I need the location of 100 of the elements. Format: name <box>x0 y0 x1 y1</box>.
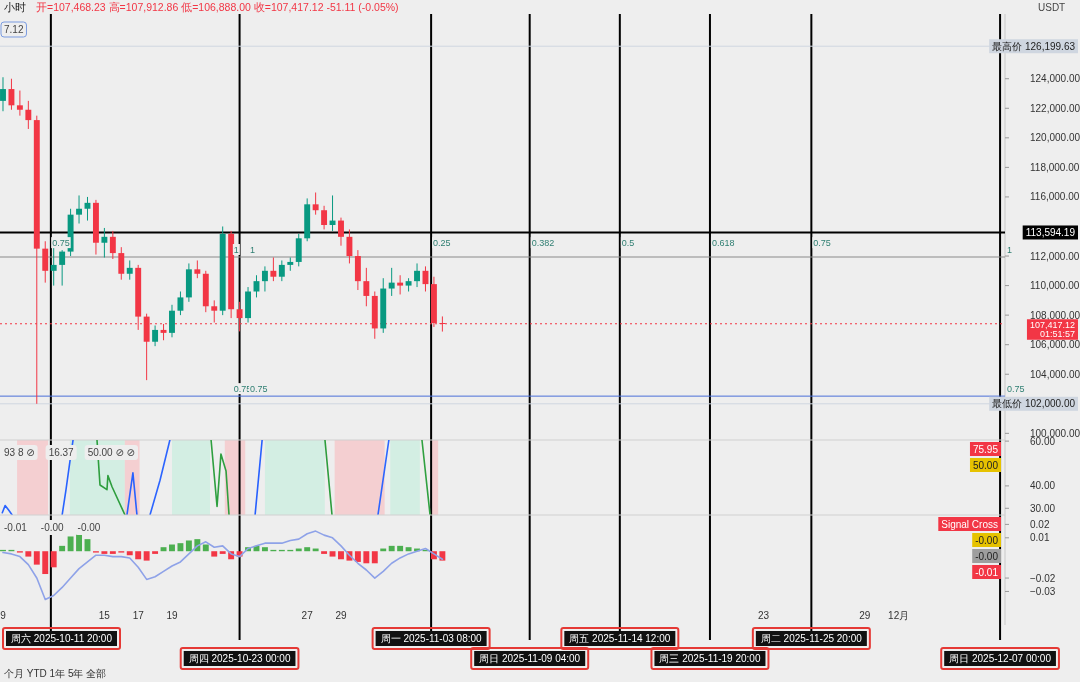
candlestick <box>211 299 218 324</box>
bar <box>321 551 328 554</box>
candlestick <box>50 246 57 287</box>
y-tick-label: 106,000.00 <box>1030 339 1080 351</box>
bar <box>371 551 378 564</box>
x-tick-label: 9 <box>0 610 7 621</box>
annotation: -0.00 <box>40 521 65 533</box>
annotation: -0.00 <box>975 550 999 562</box>
annotation: 0.5 <box>621 238 635 249</box>
y-tick-label: 120,000.00 <box>1030 132 1080 144</box>
ref-line-label: 周日 2025-11-09 04:00 <box>479 653 581 664</box>
bar <box>135 551 142 560</box>
annotation: 75.95 <box>972 443 999 455</box>
candlestick <box>278 259 285 282</box>
bar <box>338 551 344 560</box>
candlestick <box>8 78 15 111</box>
ref-line-label: 周五 2025-11-14 12:00 <box>569 633 671 644</box>
ref-line-label: 周一 2025-11-03 08:00 <box>380 633 483 644</box>
ref-line-label: 最高价 126,199.63 <box>992 40 1076 52</box>
candlestick <box>76 194 82 225</box>
bar <box>397 545 404 552</box>
bar <box>304 547 311 552</box>
ref-line-label: 最低价 102,000.00 <box>992 398 1076 410</box>
y-tick-label: 108,000.00 <box>1030 309 1080 321</box>
ref-line-label: 周日 2025-12-07 00:00 <box>949 653 1052 664</box>
bar <box>329 551 336 557</box>
y-axis-title: USDT <box>1038 2 1066 13</box>
candlestick <box>109 230 116 260</box>
bar <box>25 551 32 557</box>
annotation: 0.75 <box>250 384 268 395</box>
candlestick <box>363 267 370 307</box>
ref-line-label: 周四 2025-10-23 00:00 <box>188 653 291 664</box>
x-tick-label: 23 <box>757 610 770 621</box>
bar <box>76 533 82 552</box>
annotation: 0.618 <box>711 238 735 249</box>
annotation: 0.75 <box>813 238 831 249</box>
candlestick <box>414 262 420 288</box>
annotation: 50.00 ⊘ ⊘ <box>87 446 135 458</box>
ref-line-label: 周三 2025-11-19 20:00 <box>659 653 761 664</box>
candlestick <box>397 274 404 295</box>
bar <box>354 551 361 562</box>
bar <box>109 551 116 554</box>
bar <box>42 551 49 575</box>
bar <box>50 551 57 568</box>
y-tick-label: −0.02 <box>1030 572 1056 584</box>
annotation: 50.00 <box>972 459 999 471</box>
ref-line-label: 113,594.19 <box>1025 226 1076 238</box>
y-tick-label: 122,000.00 <box>1030 102 1080 114</box>
annotation: 0.25 <box>433 238 451 249</box>
y-tick-label: 116,000.00 <box>1030 191 1080 203</box>
annotation: 1 <box>1007 245 1013 256</box>
annotation: -0.00 <box>975 534 999 546</box>
bar <box>169 544 175 552</box>
bar <box>388 545 395 552</box>
annotation: 1 <box>233 245 239 256</box>
candlestick <box>126 259 133 281</box>
bar <box>261 547 268 552</box>
y-tick-label: −0.03 <box>1030 585 1056 597</box>
annotation: -0.01 <box>975 566 999 578</box>
bar <box>202 544 209 552</box>
annotation: 0.75 <box>1007 384 1025 395</box>
annotation: 7.12 <box>4 23 24 35</box>
y-tick-label: 40.00 <box>1030 480 1056 492</box>
candlestick <box>118 246 125 281</box>
bar <box>143 551 150 561</box>
candlestick <box>16 90 23 117</box>
annotation: 1 <box>250 245 256 256</box>
bar <box>152 551 159 554</box>
y-tick-label: 0.02 <box>1030 518 1050 530</box>
candlestick <box>312 192 319 216</box>
bar <box>219 551 226 554</box>
candlestick <box>42 240 49 284</box>
candlestick <box>169 304 175 338</box>
y-tick-label: 100,000.00 <box>1030 427 1080 439</box>
x-tick-label: 15 <box>98 610 111 621</box>
ref-line-label: 107,417.12 01:51:57 <box>1029 319 1075 339</box>
y-tick-label: 30.00 <box>1030 502 1056 514</box>
annotation: Signal Cross <box>941 518 998 530</box>
chart-title: 小时 <box>4 1 26 13</box>
candlestick <box>338 217 344 247</box>
bar <box>405 547 412 552</box>
x-tick-label: 29 <box>335 610 347 621</box>
candlestick <box>261 265 268 292</box>
candlestick <box>295 233 302 267</box>
chart-subtitle: 开=107,468.23 高=107,912.86 低=106,888.00 收=107,417.12 -51.11 (-0.05%) <box>36 1 399 13</box>
y-tick-label: 124,000.00 <box>1030 73 1080 85</box>
x-tick-label: 29 <box>859 610 871 621</box>
x-tick-label: 27 <box>301 610 314 621</box>
y-tick-label: 118,000.00 <box>1030 161 1080 173</box>
bar <box>101 551 108 554</box>
x-axis-title: 个月 YTD 1年 5年 全部 <box>4 668 107 679</box>
candlestick <box>0 76 6 112</box>
candlestick <box>25 100 32 130</box>
x-tick-label: 19 <box>166 610 178 621</box>
annotation: -0.00 <box>77 521 101 533</box>
line-series <box>1 504 13 515</box>
y-tick-label: 112,000.00 <box>1030 250 1080 262</box>
bar <box>33 551 40 565</box>
annotation: -0.01 <box>4 521 28 533</box>
y-tick-label: 0.01 <box>1030 532 1050 544</box>
